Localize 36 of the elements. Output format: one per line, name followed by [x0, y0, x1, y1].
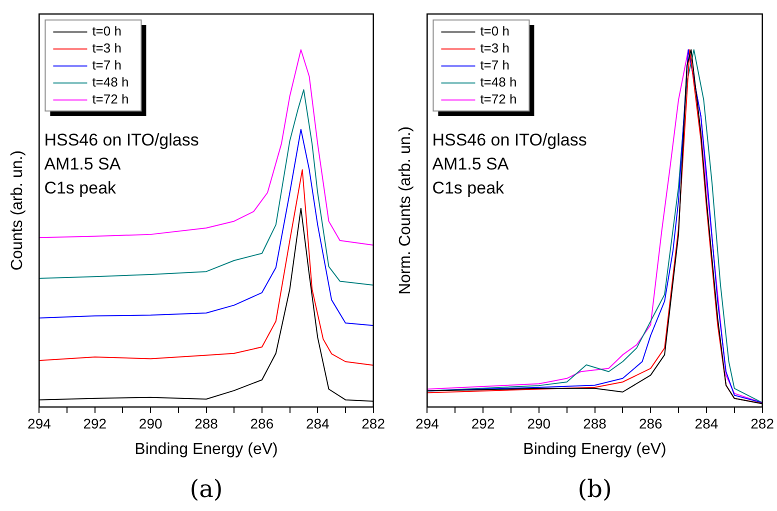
- x-tick-label: 288: [194, 415, 218, 432]
- annotation: AM1.5 SA: [44, 154, 122, 174]
- text: (a): [190, 475, 223, 504]
- x-axis-title: Binding Energy (eV): [523, 440, 666, 458]
- x-tick-label: 292: [471, 415, 495, 432]
- legend-label: t=3 h: [480, 40, 510, 56]
- legend-label: t=0 h: [92, 24, 122, 39]
- legend-label: t=72 h: [480, 92, 517, 107]
- x-axis-title: Binding Energy (eV): [134, 440, 278, 458]
- annotation: AM1.5 SA: [432, 154, 510, 174]
- x-tick-label: 290: [527, 415, 551, 432]
- x-tick-label: 294: [416, 415, 440, 432]
- annotation: C1s peak: [432, 178, 505, 198]
- legend-label: t=3 h: [92, 40, 122, 56]
- y-axis-title: Counts (arb. un.): [9, 150, 26, 271]
- legend-label: t=48 h: [480, 74, 517, 90]
- x-tick-label: 294: [28, 415, 52, 432]
- x-tick-label: 284: [306, 415, 330, 432]
- x-tick-label: 282: [362, 415, 386, 432]
- x-tick-label: 284: [694, 415, 718, 432]
- y-axis-title: Norm. Counts (arb. un.): [397, 126, 414, 295]
- x-tick-label: 286: [638, 415, 663, 432]
- text: (b): [578, 475, 612, 504]
- legend-label: t=48 h: [92, 74, 129, 90]
- legend-label: t=72 h: [92, 92, 129, 107]
- annotation: HSS46 on ITO/glass: [44, 130, 199, 150]
- legend-label: t=7 h: [480, 58, 510, 73]
- annotation: HSS46 on ITO/glass: [432, 130, 587, 150]
- legend-label: t=7 h: [92, 58, 122, 73]
- x-tick-label: 290: [138, 415, 162, 432]
- x-tick-label: 288: [583, 415, 607, 432]
- x-tick-label: 292: [83, 415, 107, 432]
- legend-label: t=0 h: [480, 24, 510, 39]
- annotation: C1s peak: [44, 178, 117, 198]
- x-tick-label: 282: [750, 415, 774, 432]
- x-tick-label: 286: [250, 415, 274, 432]
